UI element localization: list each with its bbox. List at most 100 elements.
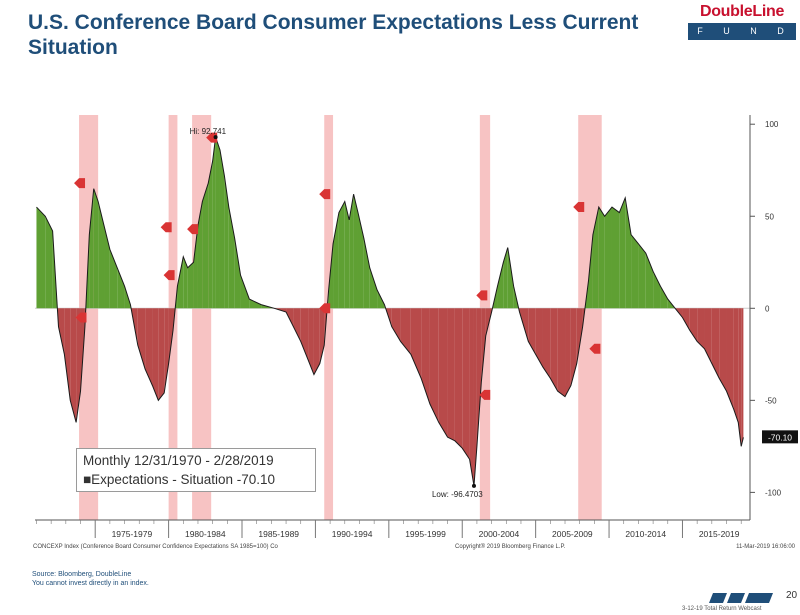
area-segment — [421, 308, 430, 405]
area-segment — [234, 238, 241, 309]
area-segment — [675, 308, 683, 318]
area-segment — [535, 308, 543, 368]
high-annotation: Hi: 92.741 — [190, 127, 227, 136]
area-segment — [576, 308, 583, 364]
area-segment — [193, 225, 198, 309]
area-segment — [598, 207, 605, 309]
source-note: Source: Bloomberg, DoubleLine You cannot… — [32, 570, 149, 588]
doubleline-logo: DoubleLine F U N D S — [688, 3, 796, 53]
recession-band — [324, 115, 334, 520]
x-tick-label: 1995-1999 — [405, 529, 446, 539]
area-segment — [462, 308, 470, 460]
area-segment — [212, 137, 216, 309]
area-segment — [604, 207, 612, 309]
area-segment — [697, 308, 705, 349]
area-segment — [208, 161, 213, 309]
area-segment — [117, 267, 125, 309]
recession-marker — [319, 303, 331, 314]
area-segment — [611, 207, 620, 309]
area-segment — [240, 275, 250, 309]
area-segment — [369, 267, 378, 309]
area-segment — [224, 175, 229, 309]
area-segment — [704, 308, 712, 364]
y-tick-label: -50 — [765, 396, 777, 405]
area-segment — [64, 308, 71, 401]
area-segment — [497, 262, 504, 309]
area-segment — [619, 197, 626, 309]
area-segment — [476, 308, 482, 447]
area-segment — [592, 207, 599, 309]
legend-series: ■Expectations - Situation -70.10 — [83, 472, 276, 487]
logo-wordmark: DoubleLine — [699, 3, 785, 20]
area-segment — [89, 188, 94, 309]
legend-period: Monthly 12/31/1970 - 2/28/2019 — [83, 453, 274, 468]
area-segment — [391, 308, 401, 342]
recession-band — [578, 115, 602, 520]
area-segment — [454, 308, 463, 449]
area-segment — [45, 216, 53, 309]
area-segment — [363, 238, 370, 309]
recession-marker — [589, 343, 601, 354]
area-segment — [719, 308, 727, 392]
area-segment — [429, 308, 439, 423]
area-segment — [249, 299, 262, 309]
source-text: Source: Bloomberg, DoubleLine — [32, 571, 132, 578]
recession-marker — [163, 270, 175, 281]
y-tick-label: -100 — [765, 488, 782, 497]
area-segment — [438, 308, 448, 438]
area-segment — [570, 308, 577, 386]
markers — [74, 132, 798, 488]
area-segment — [565, 308, 571, 397]
area-segment — [653, 271, 661, 309]
low-annotation: Low: -96.4703 — [432, 490, 483, 499]
recession-marker — [476, 290, 488, 301]
index-note: CONCEXP Index (Conference Board Consumer… — [33, 544, 279, 550]
area-segment — [344, 201, 350, 309]
area-segment — [145, 308, 153, 386]
area-segment — [104, 225, 110, 309]
area-segment — [313, 308, 320, 375]
area-segment — [469, 308, 474, 486]
area-segment — [308, 308, 314, 375]
recession-marker — [74, 178, 86, 189]
area-segment — [400, 308, 411, 355]
area-segment — [711, 308, 720, 379]
y-tick-label: 100 — [765, 120, 779, 129]
disclaimer-text: You cannot invest directly in an index. — [32, 580, 149, 587]
area-segment — [293, 308, 301, 342]
x-tick-label: 2005-2009 — [552, 529, 593, 539]
y-tick-label: 0 — [765, 304, 770, 313]
area-segment — [353, 194, 358, 309]
area-segment — [152, 308, 159, 401]
recession-marker — [75, 312, 87, 323]
area-segment — [58, 308, 65, 355]
legend-box: Monthly 12/31/1970 - 2/28/2019 ■Expectat… — [76, 448, 316, 492]
area-segment — [557, 308, 566, 397]
area-segment — [177, 256, 184, 309]
recession-marker — [479, 389, 491, 400]
area-segment — [645, 253, 654, 309]
area-segment — [187, 262, 194, 309]
last-value-label: -70.10 — [768, 432, 792, 442]
area-segment — [36, 207, 46, 309]
recession-marker — [319, 189, 331, 200]
area-segment — [550, 308, 558, 392]
x-tick-label: 1985-1989 — [258, 529, 299, 539]
area-segment — [738, 308, 742, 447]
area-segment — [215, 137, 220, 309]
area-segment — [507, 247, 514, 309]
x-tick-label: 2015-2019 — [699, 529, 740, 539]
extreme-point — [471, 483, 476, 488]
extreme-point — [213, 135, 218, 140]
area-segment — [197, 201, 203, 309]
x-tick-label: 1975-1979 — [112, 529, 153, 539]
area-segment — [682, 308, 690, 331]
data-line — [36, 136, 744, 486]
timestamp-note: 11-Mar-2019 16:06:00 — [736, 544, 796, 550]
recession-marker — [573, 202, 585, 213]
area-segment — [168, 308, 174, 364]
area-segment — [137, 308, 146, 370]
recession-marker — [187, 224, 199, 235]
area-segment — [638, 243, 646, 309]
page-number: 20 — [786, 590, 798, 601]
